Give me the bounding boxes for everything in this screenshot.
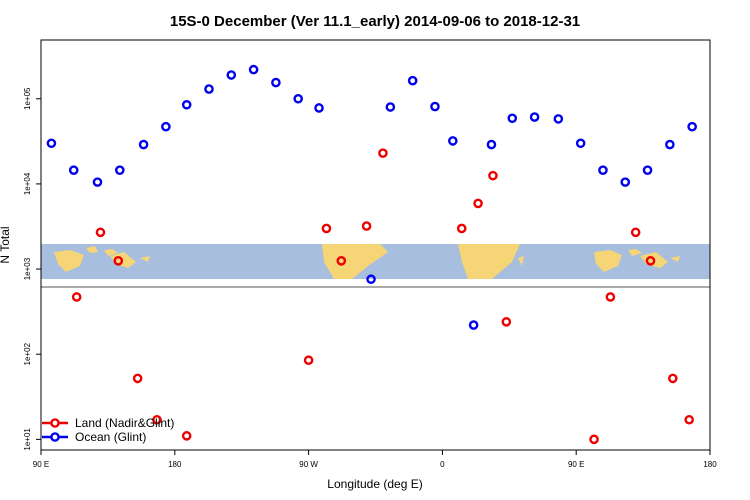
data-point [385,102,396,112]
data-point [336,256,347,266]
data-point [430,101,440,112]
data-point [378,148,388,158]
data-point [605,292,616,302]
data-point [71,292,82,302]
data-point [303,355,314,366]
data-point [486,139,497,150]
data-point [132,373,143,384]
data-point [488,170,498,181]
y-tick-label: 1e+02 [23,342,32,365]
data-point [553,114,564,124]
data-point [181,431,192,441]
data-point [138,139,149,150]
y-tick-label: 1e+05 [23,87,32,110]
data-point [204,84,214,94]
world-map-strip [41,244,710,279]
legend-swatch-marker [50,418,60,428]
legend: Land (Nadir&Glint)Ocean (Glint) [42,416,174,444]
data-point [68,165,79,175]
x-axis-label: Longitude (deg E) [327,477,422,491]
data-point [293,93,303,104]
data-point [113,256,124,266]
y-tick-label: 1e+03 [23,257,32,280]
legend-label: Ocean (Glint) [75,430,146,444]
x-tick-label: 90 W [299,460,318,469]
data-point [668,373,678,384]
data-point [407,75,418,86]
series-0 [71,148,694,445]
plot-layer [46,64,697,445]
data-point [665,139,675,150]
series-1 [46,64,697,330]
x-tick-label: 90 E [568,460,584,469]
data-point [321,223,332,234]
data-point [271,77,281,88]
x-axis: 90 E 180 90 W 0 90 E 180 [33,450,717,469]
x-tick-label: 0 [440,460,445,469]
data-point [684,414,694,425]
data-point [448,136,458,146]
y-axis-label: N Total [0,226,12,263]
data-point [92,177,103,187]
data-point [226,70,237,80]
data-point [46,138,57,149]
data-point [456,223,467,234]
data-point [645,256,656,266]
chart-title: 15S-0 December (Ver 11.1_early) 2014-09-… [170,13,580,30]
x-tick-label: 180 [168,460,182,469]
data-point [248,64,259,75]
y-tick-label: 1e+04 [23,172,32,195]
y-tick-label: 1e+01 [23,428,32,451]
data-point [630,227,641,238]
x-tick-label: 180 [703,460,717,469]
data-point [114,165,125,175]
legend-label: Land (Nadir&Glint) [75,416,174,430]
y-axis: 1e+01 1e+02 1e+03 1e+04 1e+05 [23,87,41,451]
data-point [501,317,512,327]
data-point [687,121,697,132]
data-point [620,177,631,187]
data-point [598,165,608,175]
legend-swatch-marker [50,432,60,442]
data-point [366,274,376,285]
data-point [361,221,372,231]
data-point [95,227,106,238]
data-point [642,165,653,175]
data-point [529,112,540,122]
data-point [507,113,518,124]
data-point [161,121,171,132]
data-point [314,103,324,113]
x-tick-label: 90 E [33,460,49,469]
data-point [152,414,162,425]
data-point [473,198,483,209]
data-point [575,138,586,149]
plot-frame [40,39,711,451]
data-point [181,99,192,110]
data-point [468,320,479,330]
data-point [589,434,599,445]
